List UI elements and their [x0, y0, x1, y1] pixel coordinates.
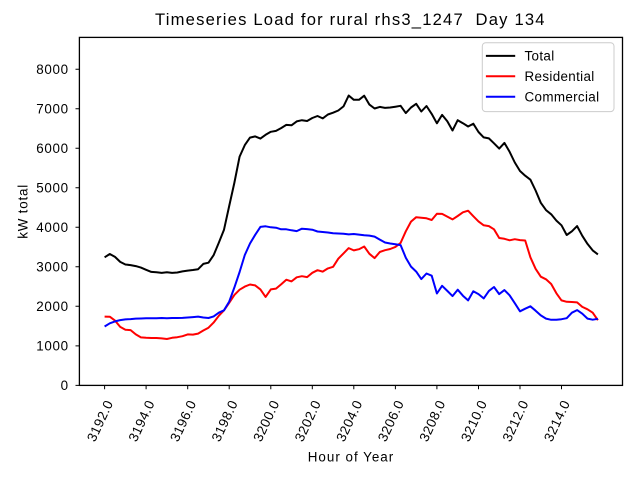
svg-text:4000: 4000: [36, 220, 69, 235]
svg-text:7000: 7000: [36, 101, 69, 116]
svg-text:Hour of Year: Hour of Year: [308, 450, 394, 465]
svg-text:2000: 2000: [36, 299, 69, 314]
svg-text:1000: 1000: [36, 339, 69, 354]
svg-text:5000: 5000: [36, 181, 69, 196]
svg-text:Total: Total: [525, 49, 555, 64]
svg-text:Timeseries Load for rural rhs3: Timeseries Load for rural rhs3_1247 Day …: [155, 10, 546, 29]
svg-text:Commercial: Commercial: [525, 89, 600, 104]
svg-text:Residential: Residential: [525, 69, 595, 84]
svg-text:0: 0: [61, 378, 69, 393]
svg-text:3000: 3000: [36, 260, 69, 275]
svg-text:kW total: kW total: [16, 184, 31, 239]
svg-text:8000: 8000: [36, 62, 69, 77]
svg-text:6000: 6000: [36, 141, 69, 156]
